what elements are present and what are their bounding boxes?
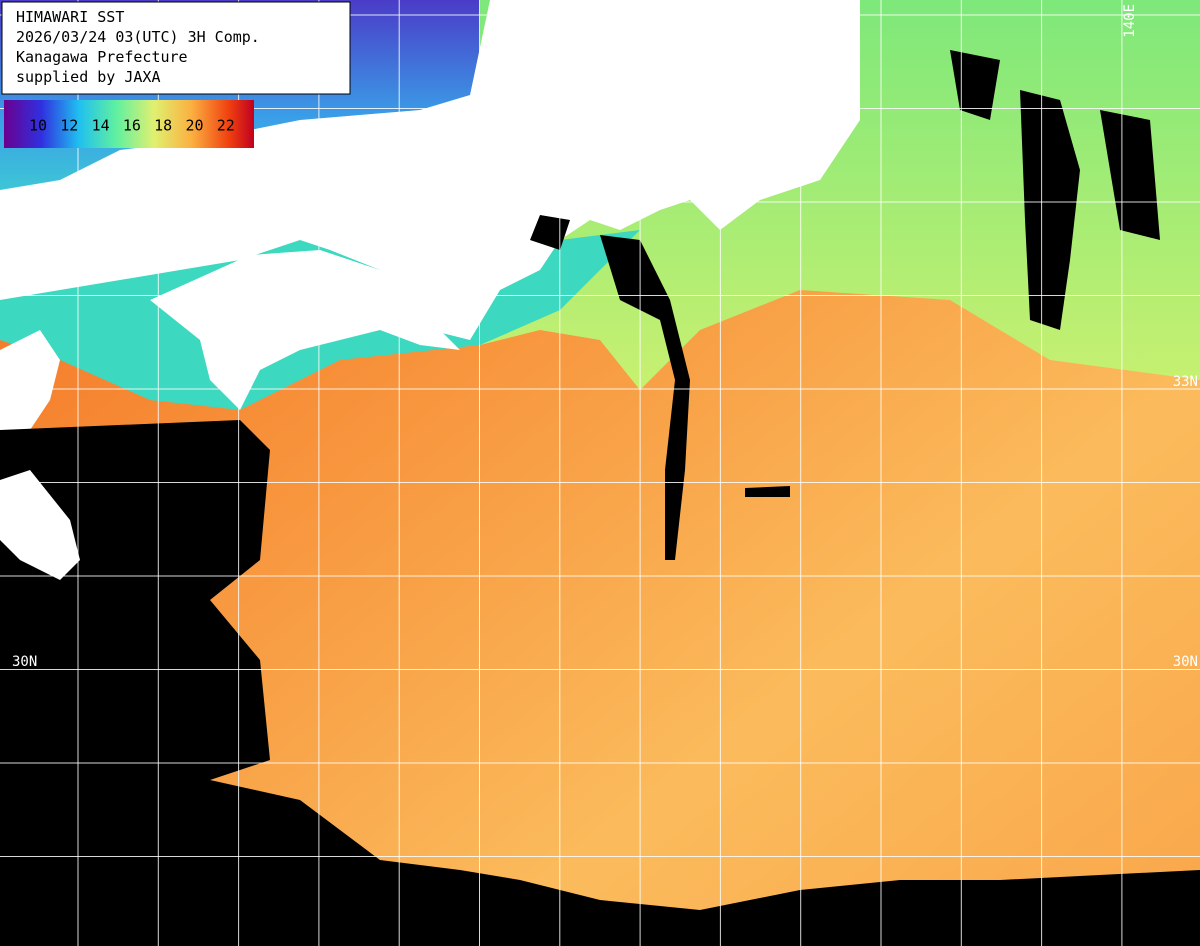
land-kyushu-south — [0, 470, 80, 580]
land-honshu — [0, 0, 860, 340]
header-line: Kanagawa Prefecture — [16, 48, 188, 66]
lat-label: 30N — [1173, 654, 1198, 670]
header-line: supplied by JAXA — [16, 68, 161, 86]
lat-label: 33N — [2, 374, 27, 390]
lat-label: 33N — [1173, 374, 1198, 390]
cloud-mask — [0, 420, 1200, 946]
cloud-mask — [600, 235, 690, 560]
cloud-mask — [950, 50, 1160, 240]
header-line: HIMAWARI SST — [16, 8, 124, 26]
cloud-mask — [1020, 90, 1080, 330]
colorbar-label: 12 — [60, 117, 78, 135]
lon-label: 140E — [1122, 4, 1138, 38]
header-box — [1, 1, 351, 95]
colorbar-label: 18 — [154, 117, 172, 135]
land-shikoku — [150, 250, 460, 410]
colorbar-label: 10 — [29, 117, 47, 135]
colorbar-label: 22 — [217, 117, 235, 135]
colorbar-labels: 10 12 14 16 18 20 22 — [29, 117, 235, 135]
lat-label: 30N — [12, 654, 37, 670]
colorbar-label: 16 — [123, 117, 141, 135]
header: HIMAWARI SST 2026/03/24 03(UTC) 3H Comp. K… — [16, 8, 260, 86]
header-line: 2026/03/24 03(UTC) 3H Comp. — [16, 28, 260, 46]
lon-label: 136E — [488, 4, 504, 38]
colorbar-label: 14 — [92, 117, 110, 135]
cloud-mask — [530, 215, 790, 497]
colorbar-label: 20 — [185, 117, 203, 135]
colorbar — [4, 100, 254, 148]
